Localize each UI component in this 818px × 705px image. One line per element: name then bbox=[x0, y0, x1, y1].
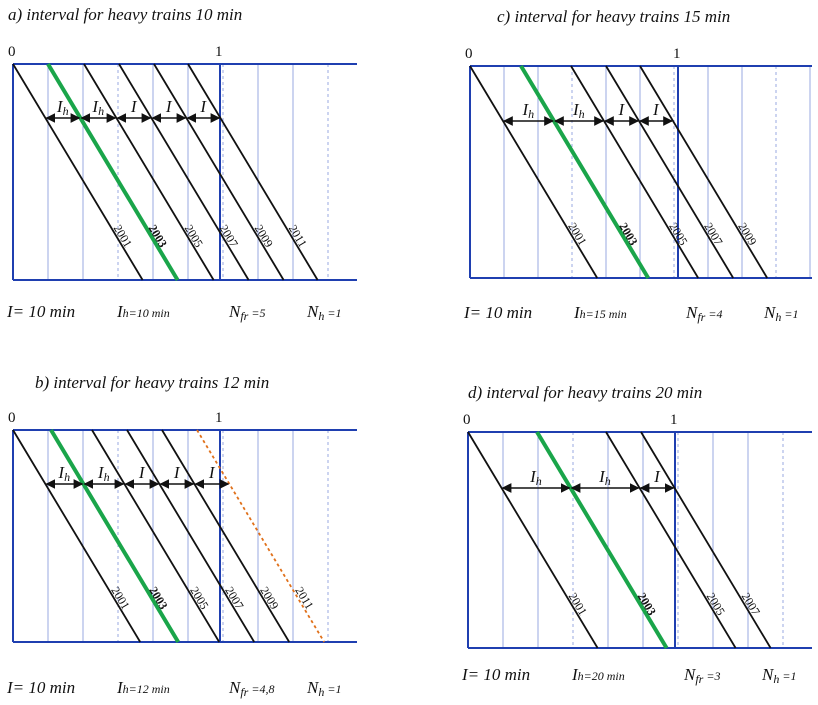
interval-label: I bbox=[618, 100, 626, 119]
formula-ih: Ih=20 min bbox=[571, 665, 625, 684]
train-label: 2007 bbox=[701, 220, 725, 248]
formula-i: I= 10 min bbox=[6, 302, 75, 321]
axis-one-label: 1 bbox=[215, 44, 223, 60]
panel-a: a) interval for heavy trains 10 min 0 1 200… bbox=[6, 5, 357, 323]
train-line-2005 bbox=[83, 63, 215, 281]
interval-label: I bbox=[173, 463, 181, 482]
interval-label: I bbox=[653, 467, 661, 486]
formula-nh: Nh =1 bbox=[761, 665, 796, 686]
formula-i: I= 10 min bbox=[6, 678, 75, 697]
interval-label-heavy: Ih bbox=[529, 467, 542, 488]
axis-zero-label: 0 bbox=[465, 46, 473, 62]
train-line-2003 bbox=[46, 62, 180, 282]
interval-label: I bbox=[138, 463, 146, 482]
formula-nfr: Nfr =4,8 bbox=[228, 678, 274, 699]
train-label: 2009 bbox=[735, 220, 759, 248]
train-label: 2007 bbox=[222, 584, 246, 612]
panel-c: c) interval for heavy trains 15 min 0 1 200… bbox=[463, 7, 812, 324]
axis-zero-label: 0 bbox=[8, 44, 16, 60]
axis-one-label: 1 bbox=[670, 412, 678, 428]
train-label: 2009 bbox=[257, 584, 281, 612]
train-label: 2009 bbox=[252, 222, 276, 250]
panel-title: b) interval for heavy trains 12 min bbox=[35, 373, 269, 392]
formula-nh: Nh =1 bbox=[763, 303, 798, 324]
formula-i: I= 10 min bbox=[463, 303, 532, 322]
train-line-2007 bbox=[605, 65, 734, 279]
train-label: 2005 bbox=[187, 584, 211, 612]
train-label: 2005 bbox=[704, 590, 728, 618]
train-label: 2005 bbox=[666, 220, 690, 248]
interval-label-heavy: Ih bbox=[56, 97, 69, 118]
interval-label-heavy: Ih bbox=[598, 467, 611, 488]
train-label: 2001 bbox=[566, 590, 590, 618]
train-line-2001 bbox=[12, 63, 144, 281]
formula-nfr: Nfr =5 bbox=[228, 302, 265, 323]
train-label: 2001 bbox=[565, 220, 589, 248]
train-line-2001 bbox=[467, 431, 599, 649]
train-line-2005 bbox=[605, 431, 737, 649]
formula-nfr: Nfr =4 bbox=[685, 303, 722, 324]
formula-ih: Ih=10 min bbox=[116, 302, 170, 321]
interval-label-heavy: Ih bbox=[572, 100, 585, 121]
axis-zero-label: 0 bbox=[463, 412, 471, 428]
panel-d: d) interval for heavy trains 20 min 0 1 200… bbox=[461, 383, 812, 686]
train-label: 2005 bbox=[182, 222, 206, 250]
train-line-2007 bbox=[640, 431, 772, 649]
formula-nfr: Nfr =3 bbox=[683, 665, 720, 686]
train-line-2011 bbox=[196, 429, 325, 643]
formula-i: I= 10 min bbox=[461, 665, 530, 684]
train-line-2009 bbox=[153, 63, 285, 281]
train-line-2005 bbox=[91, 429, 220, 643]
formula-ih: Ih=15 min bbox=[573, 303, 627, 322]
train-label: 2007 bbox=[739, 590, 763, 618]
train-line-2003 bbox=[519, 64, 650, 280]
train-line-2011 bbox=[187, 63, 319, 281]
interval-label: I bbox=[208, 463, 216, 482]
train-line-2003 bbox=[535, 430, 669, 650]
axis-zero-label: 0 bbox=[8, 410, 16, 426]
interval-label-heavy: Ih bbox=[97, 463, 110, 484]
interval-label: I bbox=[199, 97, 207, 116]
train-label: 2001 bbox=[108, 584, 132, 612]
train-line-2007 bbox=[126, 429, 255, 643]
formula-ih: Ih=12 min bbox=[116, 678, 170, 697]
interval-label-heavy: Ih bbox=[91, 97, 104, 118]
train-label: 2001 bbox=[111, 222, 135, 250]
formula-nh: Nh =1 bbox=[306, 302, 341, 323]
train-line-2001 bbox=[469, 65, 598, 279]
axis-one-label: 1 bbox=[215, 410, 223, 426]
interval-label: I bbox=[130, 97, 138, 116]
train-line-2005 bbox=[570, 65, 699, 279]
train-line-2007 bbox=[118, 63, 250, 281]
train-line-2009 bbox=[161, 429, 290, 643]
panel-title: c) interval for heavy trains 15 min bbox=[497, 7, 730, 26]
interval-label: I bbox=[165, 97, 173, 116]
train-line-2009 bbox=[639, 65, 768, 279]
interval-label-heavy: Ih bbox=[57, 463, 70, 484]
interval-label-heavy: Ih bbox=[522, 100, 535, 121]
panel-title: d) interval for heavy trains 20 min bbox=[468, 383, 702, 402]
train-line-2001 bbox=[12, 429, 141, 643]
train-line-2003 bbox=[49, 428, 180, 644]
formula-nh: Nh =1 bbox=[306, 678, 341, 699]
interval-label: I bbox=[652, 100, 660, 119]
train-label: 2011 bbox=[292, 584, 316, 611]
panel-title: a) interval for heavy trains 10 min bbox=[8, 5, 242, 24]
panel-b: b) interval for heavy trains 12 min 0 1 200… bbox=[6, 373, 357, 699]
axis-one-label: 1 bbox=[673, 46, 681, 62]
train-label: 2011 bbox=[286, 222, 310, 249]
